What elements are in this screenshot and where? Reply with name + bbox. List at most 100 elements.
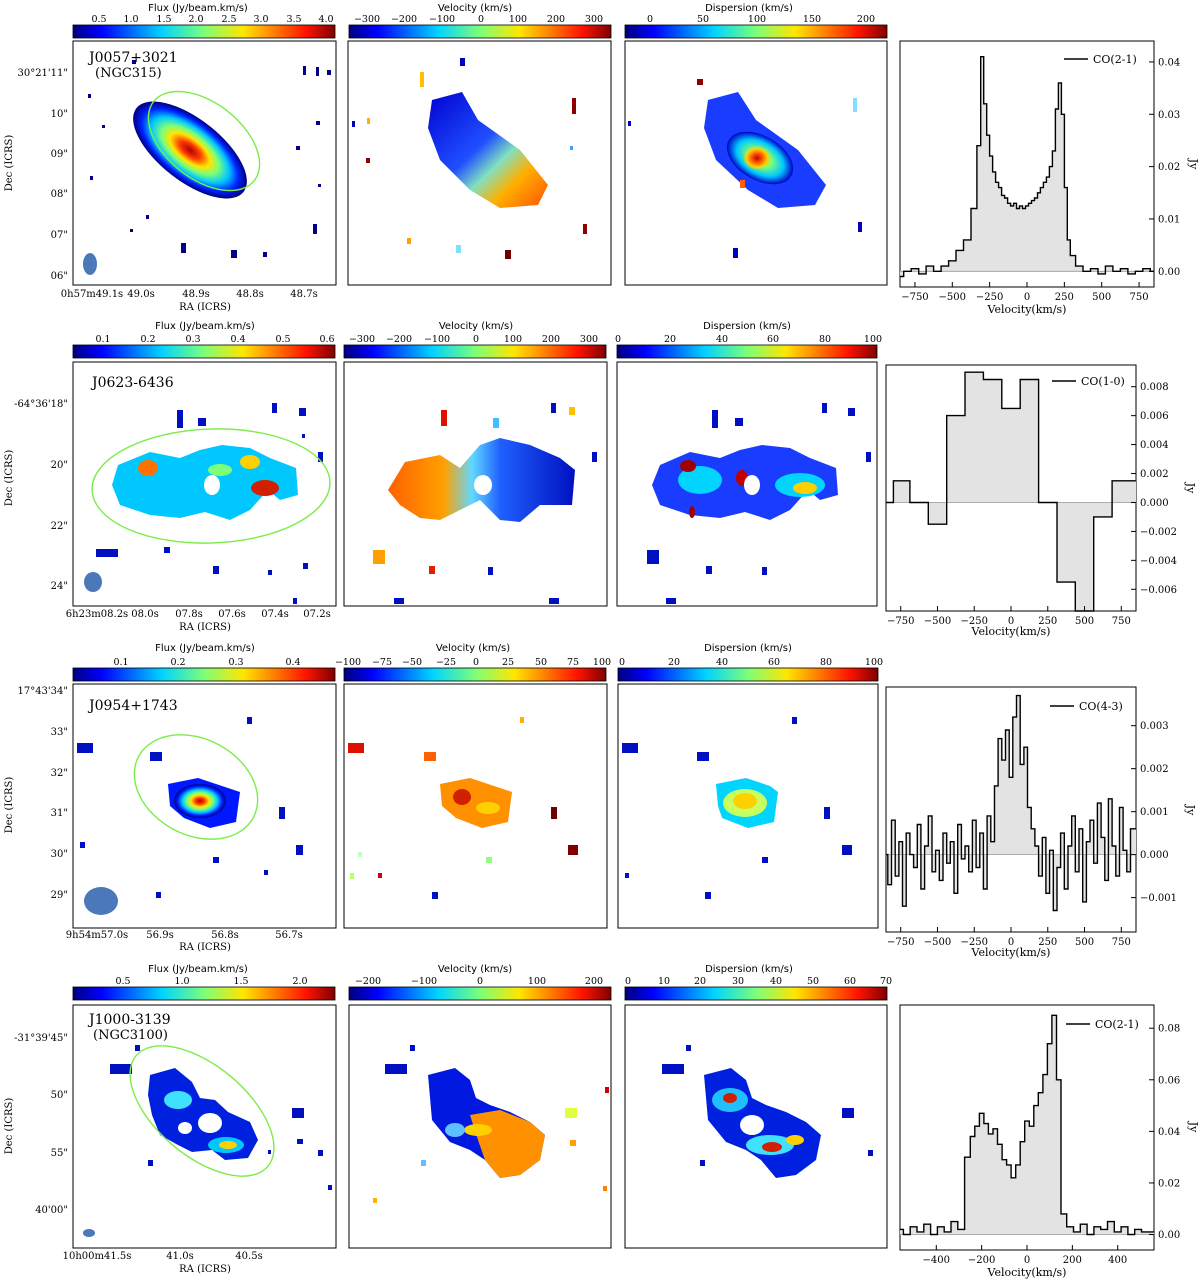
colorbar-tick: 1.0 (123, 14, 138, 25)
dispersion-colorbar-label: Dispersion (km/s) (703, 321, 791, 332)
colorbar-tick: 0 (647, 14, 653, 25)
fit-ellipse (147, 90, 261, 192)
dispersion-colorbar-label: Dispersion (km/s) (705, 3, 793, 14)
fit-ellipse (91, 428, 331, 544)
colorbar-tick: 50 (697, 14, 709, 25)
colorbar-tick: 60 (768, 657, 780, 668)
colorbar-tick: 150 (803, 14, 821, 25)
velocity-colorbar-label: Velocity (km/s) (439, 321, 513, 332)
colorbar-tick: 40 (716, 334, 728, 345)
ra-tick: 10h00m41.5s (63, 1251, 132, 1262)
y-tick-label: 0.03 (1158, 110, 1180, 121)
dec-tick: 33" (51, 727, 68, 738)
colorbar-tick: 80 (819, 334, 831, 345)
colorbar-tick: 70 (880, 976, 892, 987)
dispersion-colorbar (624, 986, 888, 1001)
flux-map: J0954+1743 (72, 683, 337, 929)
x-tick-label: 250 (1055, 292, 1074, 303)
y-tick-label: 0.04 (1158, 1127, 1180, 1138)
dispersion-colorbar (624, 24, 888, 39)
beam-ellipse (84, 887, 118, 915)
spectrum-y-label: Jy (1187, 158, 1200, 170)
ra-tick: 48.8s (236, 289, 263, 300)
colorbar-tick: 100 (864, 334, 882, 345)
legend-label: CO(2-1) (1095, 1018, 1139, 1031)
dec-tick: 09" (51, 149, 68, 160)
spectrum-panel: −400 −200 0 200 400 0.00 0.02 0.04 0.06 0.08 CO(2… (899, 1004, 1200, 1279)
flux-colorbar (72, 667, 336, 682)
dec-tick: 22" (51, 521, 68, 532)
spectrum-fill (900, 1015, 1154, 1235)
source-name: J0057+3021 (87, 50, 178, 66)
colorbar-tick: 4.0 (318, 14, 333, 25)
x-tick-label: 750 (1112, 616, 1131, 627)
dispersion-map (624, 1004, 888, 1249)
y-tick-label: 0.02 (1158, 162, 1180, 173)
flux-colorbar (72, 24, 336, 39)
ra-tick: 07.6s (218, 609, 245, 620)
flux-colorbar (72, 344, 336, 359)
x-tick-label: 750 (1112, 937, 1131, 948)
spectrum-x-label: Velocity(km/s) (987, 1266, 1067, 1279)
colorbar-tick: 20 (694, 976, 706, 987)
y-tick-label: 0.02 (1158, 1178, 1180, 1189)
dec-tick: 06" (51, 271, 68, 282)
colorbar-tick: 0.4 (285, 657, 300, 668)
velocity-colorbar-label: Velocity (km/s) (436, 643, 510, 654)
dec-tick: 30" (51, 849, 68, 860)
colorbar-tick: 0.5 (115, 976, 130, 987)
velocity-map (343, 683, 608, 929)
colorbar-tick: −75 (372, 657, 392, 668)
x-tick-label: 500 (1075, 616, 1094, 627)
colorbar-tick: 20 (664, 334, 676, 345)
dispersion-map (624, 40, 888, 286)
row-3: Flux (Jy/beam.km/s) Velocity (km/s) Disp… (4, 643, 1197, 959)
colorbar-tick: 30 (732, 976, 744, 987)
ra-tick: 56.8s (211, 930, 238, 941)
beam-ellipse (84, 572, 102, 592)
colorbar-tick: 1.5 (233, 976, 248, 987)
y-tick-label: 0.006 (1140, 411, 1169, 422)
dec-tick: 20" (51, 460, 68, 471)
ra-tick: 0h57m49.1s (61, 289, 123, 300)
velocity-map (347, 40, 612, 286)
ra-axis-label: RA (ICRS) (179, 302, 231, 313)
flux-map: J0623-6436 (72, 361, 337, 607)
colorbar-tick: 75 (567, 657, 579, 668)
beam-ellipse (83, 1229, 95, 1237)
ra-tick: 07.4s (261, 609, 288, 620)
dec-tick: 17°43'34" (17, 686, 68, 697)
x-tick-label: −500 (924, 616, 951, 627)
spectrum-line (886, 694, 1136, 912)
source-alias: (NGC3100) (93, 1028, 168, 1043)
dispersion-colorbar-label: Dispersion (km/s) (705, 964, 793, 975)
colorbar-tick: 200 (585, 976, 603, 987)
colorbar-tick: 0 (473, 657, 479, 668)
spectrum-panel: −750 −500 −250 0 250 500 750 −0.001 0.000 0.001 0.… (885, 686, 1197, 959)
spectrum-y-label: Jy (1187, 1121, 1200, 1133)
colorbar-tick: 100 (593, 657, 611, 668)
spectrum-panel: −750 −500 −250 0 250 500 750 0.00 0.01 0.02 0.03 0.… (899, 40, 1200, 316)
x-tick-label: 250 (1038, 616, 1057, 627)
ra-tick: 48.7s (290, 289, 317, 300)
colorbar-tick: 100 (509, 14, 527, 25)
colorbar-tick: −100 (335, 657, 361, 668)
colorbar-tick: 100 (528, 976, 546, 987)
dec-tick: 31" (51, 808, 68, 819)
dec-tick: -64°36'18" (14, 399, 68, 410)
y-tick-label: 0.001 (1140, 807, 1169, 818)
fit-ellipse (129, 1045, 275, 1177)
spectrum-line (900, 56, 1154, 278)
colorbar-tick: −100 (429, 14, 455, 25)
row-4: Flux (Jy/beam.km/s) Velocity (km/s) Disp… (4, 964, 1200, 1279)
x-tick-label: −500 (939, 292, 966, 303)
spectrum-line (900, 1014, 1154, 1236)
flux-colorbar-label: Flux (Jy/beam.km/s) (148, 3, 248, 14)
colorbar-tick: −200 (391, 14, 417, 25)
x-tick-label: 750 (1130, 292, 1149, 303)
y-tick-label: 0.06 (1158, 1075, 1180, 1086)
velocity-map (348, 1004, 612, 1249)
ra-tick: 56.7s (275, 930, 302, 941)
colorbar-tick: 0.2 (140, 334, 155, 345)
colorbar-tick: −200 (355, 976, 381, 987)
